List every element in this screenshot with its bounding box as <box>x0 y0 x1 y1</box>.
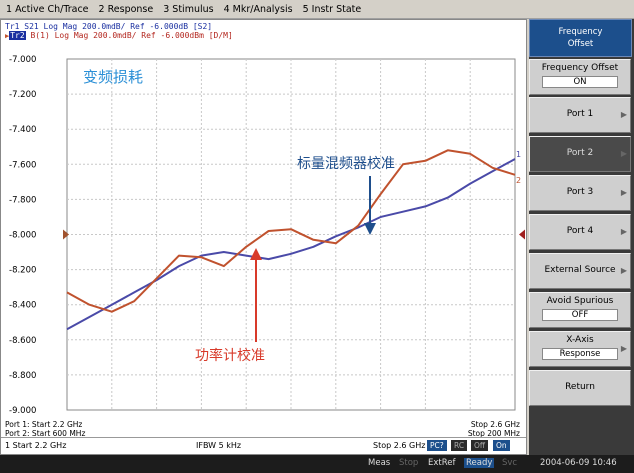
power-arrowhead <box>250 248 262 260</box>
status-ready: Ready <box>464 458 495 468</box>
port2-label: Port 2 <box>566 148 594 158</box>
port3-label: Port 3 <box>566 187 594 197</box>
status-stop: Stop 2.6 GHz <box>373 441 426 450</box>
y-tick-label: -7.000 <box>9 55 36 65</box>
chart-svg: -7.000 -7.200 -7.400 -7.600 -7.800 -8.000 -8.2… <box>9 55 525 416</box>
annotation-power: 功率计校准 <box>195 347 265 364</box>
chip-off: Off <box>471 440 489 451</box>
trace-end-marker: 2 <box>516 176 521 185</box>
footer-left: Port 1: Start 2.2 GHz Port 2: Start 600 … <box>5 420 85 438</box>
reference-marker-right <box>519 229 525 240</box>
trace-2-line <box>66 149 516 313</box>
chip-on: On <box>493 440 510 451</box>
trace-end-marker: 1 <box>516 150 521 159</box>
menu-stimulus[interactable]: 3 Stimulus <box>163 3 214 15</box>
y-tick-label: -7.200 <box>9 90 36 100</box>
external-source-softkey[interactable]: External Source ▶ <box>529 253 631 289</box>
avoid-spurious-value: OFF <box>542 309 618 321</box>
frequency-offset-value: ON <box>542 76 618 88</box>
external-source-label: External Source <box>544 265 616 275</box>
port2-stop: Stop 200 MHz <box>467 429 520 438</box>
port1-start: Port 1: Start 2.2 GHz <box>5 420 83 429</box>
y-tick-label: -7.600 <box>9 160 36 170</box>
port4-softkey[interactable]: Port 4 ▶ <box>529 214 631 250</box>
return-label: Return <box>565 382 595 392</box>
return-softkey[interactable]: Return <box>529 370 631 406</box>
port2-softkey[interactable]: Port 2 ▶ <box>529 136 631 172</box>
y-tick-label: -7.800 <box>9 195 36 205</box>
status-meas: Meas <box>368 458 391 468</box>
y-tick-label: -8.400 <box>9 301 36 311</box>
port2-start: Port 2: Start 600 MHz <box>5 429 86 438</box>
menu-active-ch-trace[interactable]: 1 Active Ch/Trace <box>6 3 89 15</box>
chip-pc: PC? <box>427 440 447 451</box>
y-tick-label: -9.000 <box>9 406 36 416</box>
trace2-header[interactable]: ▶Tr2 B(1) Log Mag 200.0mdB/ Ref -6.000dB… <box>5 31 233 40</box>
scalar-arrowhead <box>364 223 376 235</box>
status-datetime: 2004-06-09 10:46 <box>540 458 617 468</box>
trace1-header[interactable]: Tr1 S21 Log Mag 200.0mdB/ Ref -6.000dB [… <box>5 22 213 31</box>
frequency-offset-softkey[interactable]: Frequency Offset ON <box>529 59 631 95</box>
frequency-offset-label: Frequency Offset <box>541 63 619 73</box>
y-tick-label: -8.200 <box>9 266 36 276</box>
x-axis-softkey[interactable]: X-Axis Response ▶ <box>529 331 631 367</box>
status-svc: Svc <box>502 458 518 468</box>
port1-softkey[interactable]: Port 1 ▶ <box>529 97 631 133</box>
softkey-title-line1: Frequency <box>558 27 603 37</box>
y-tick-label: -8.800 <box>9 371 36 381</box>
chevron-right-icon: ▶ <box>620 149 627 158</box>
annotation-scalar: 标量混频器校准 <box>297 155 395 172</box>
port4-label: Port 4 <box>566 226 594 236</box>
chevron-right-icon: ▶ <box>620 110 627 119</box>
trace2-header-text: B(1) Log Mag 200.0mdB/ Ref -6.000dBm [D/… <box>25 31 233 40</box>
port1-stop: Stop 2.6 GHz <box>470 420 520 429</box>
y-tick-label: -7.400 <box>9 125 36 135</box>
channel-status-row: 1 Start 2.2 GHz IFBW 5 kHz Stop 2.6 GHz … <box>1 437 526 455</box>
chevron-right-icon: ▶ <box>620 266 627 275</box>
menu-response[interactable]: 2 Response <box>98 3 154 15</box>
status-start: 1 Start 2.2 GHz <box>5 441 67 450</box>
chevron-right-icon: ▶ <box>620 344 627 353</box>
softkey-panel: Frequency Offset Frequency Offset ON Por… <box>529 19 634 455</box>
plot-area[interactable]: Tr1 S21 Log Mag 200.0mdB/ Ref -6.000dB [… <box>0 19 527 455</box>
softkey-title-line2: Offset <box>567 39 594 49</box>
avoid-spurious-softkey[interactable]: Avoid Spurious OFF <box>529 292 631 328</box>
menu-instr-state[interactable]: 5 Instr State <box>302 3 362 15</box>
menu-mkr-analysis[interactable]: 4 Mkr/Analysis <box>223 3 293 15</box>
annotation-title: 变频损耗 <box>83 68 143 86</box>
trace-1-line <box>66 158 516 331</box>
status-bar: Meas Stop ExtRef Ready Svc 2004-06-09 10… <box>0 455 634 473</box>
y-tick-label: -8.000 <box>9 231 36 241</box>
reference-marker-left <box>63 229 69 240</box>
chevron-right-icon: ▶ <box>620 188 627 197</box>
chevron-right-icon: ▶ <box>620 227 627 236</box>
avoid-spurious-label: Avoid Spurious <box>546 296 614 306</box>
chip-rc: RC <box>451 440 468 451</box>
softkey-title: Frequency Offset <box>529 19 632 57</box>
port1-label: Port 1 <box>566 109 594 119</box>
x-axis-label: X-Axis <box>566 335 594 345</box>
port3-softkey[interactable]: Port 3 ▶ <box>529 175 631 211</box>
menu-bar: 1 Active Ch/Trace 2 Response 3 Stimulus … <box>0 0 634 19</box>
footer-right: Stop 2.6 GHz Stop 200 MHz <box>468 420 520 438</box>
status-extref: ExtRef <box>428 458 456 468</box>
y-tick-label: -8.600 <box>9 336 36 346</box>
trace2-badge: Tr2 <box>9 31 26 40</box>
status-stop-indicator: Stop <box>399 458 419 468</box>
x-axis-value: Response <box>542 348 618 360</box>
status-ifbw: IFBW 5 kHz <box>196 441 242 450</box>
